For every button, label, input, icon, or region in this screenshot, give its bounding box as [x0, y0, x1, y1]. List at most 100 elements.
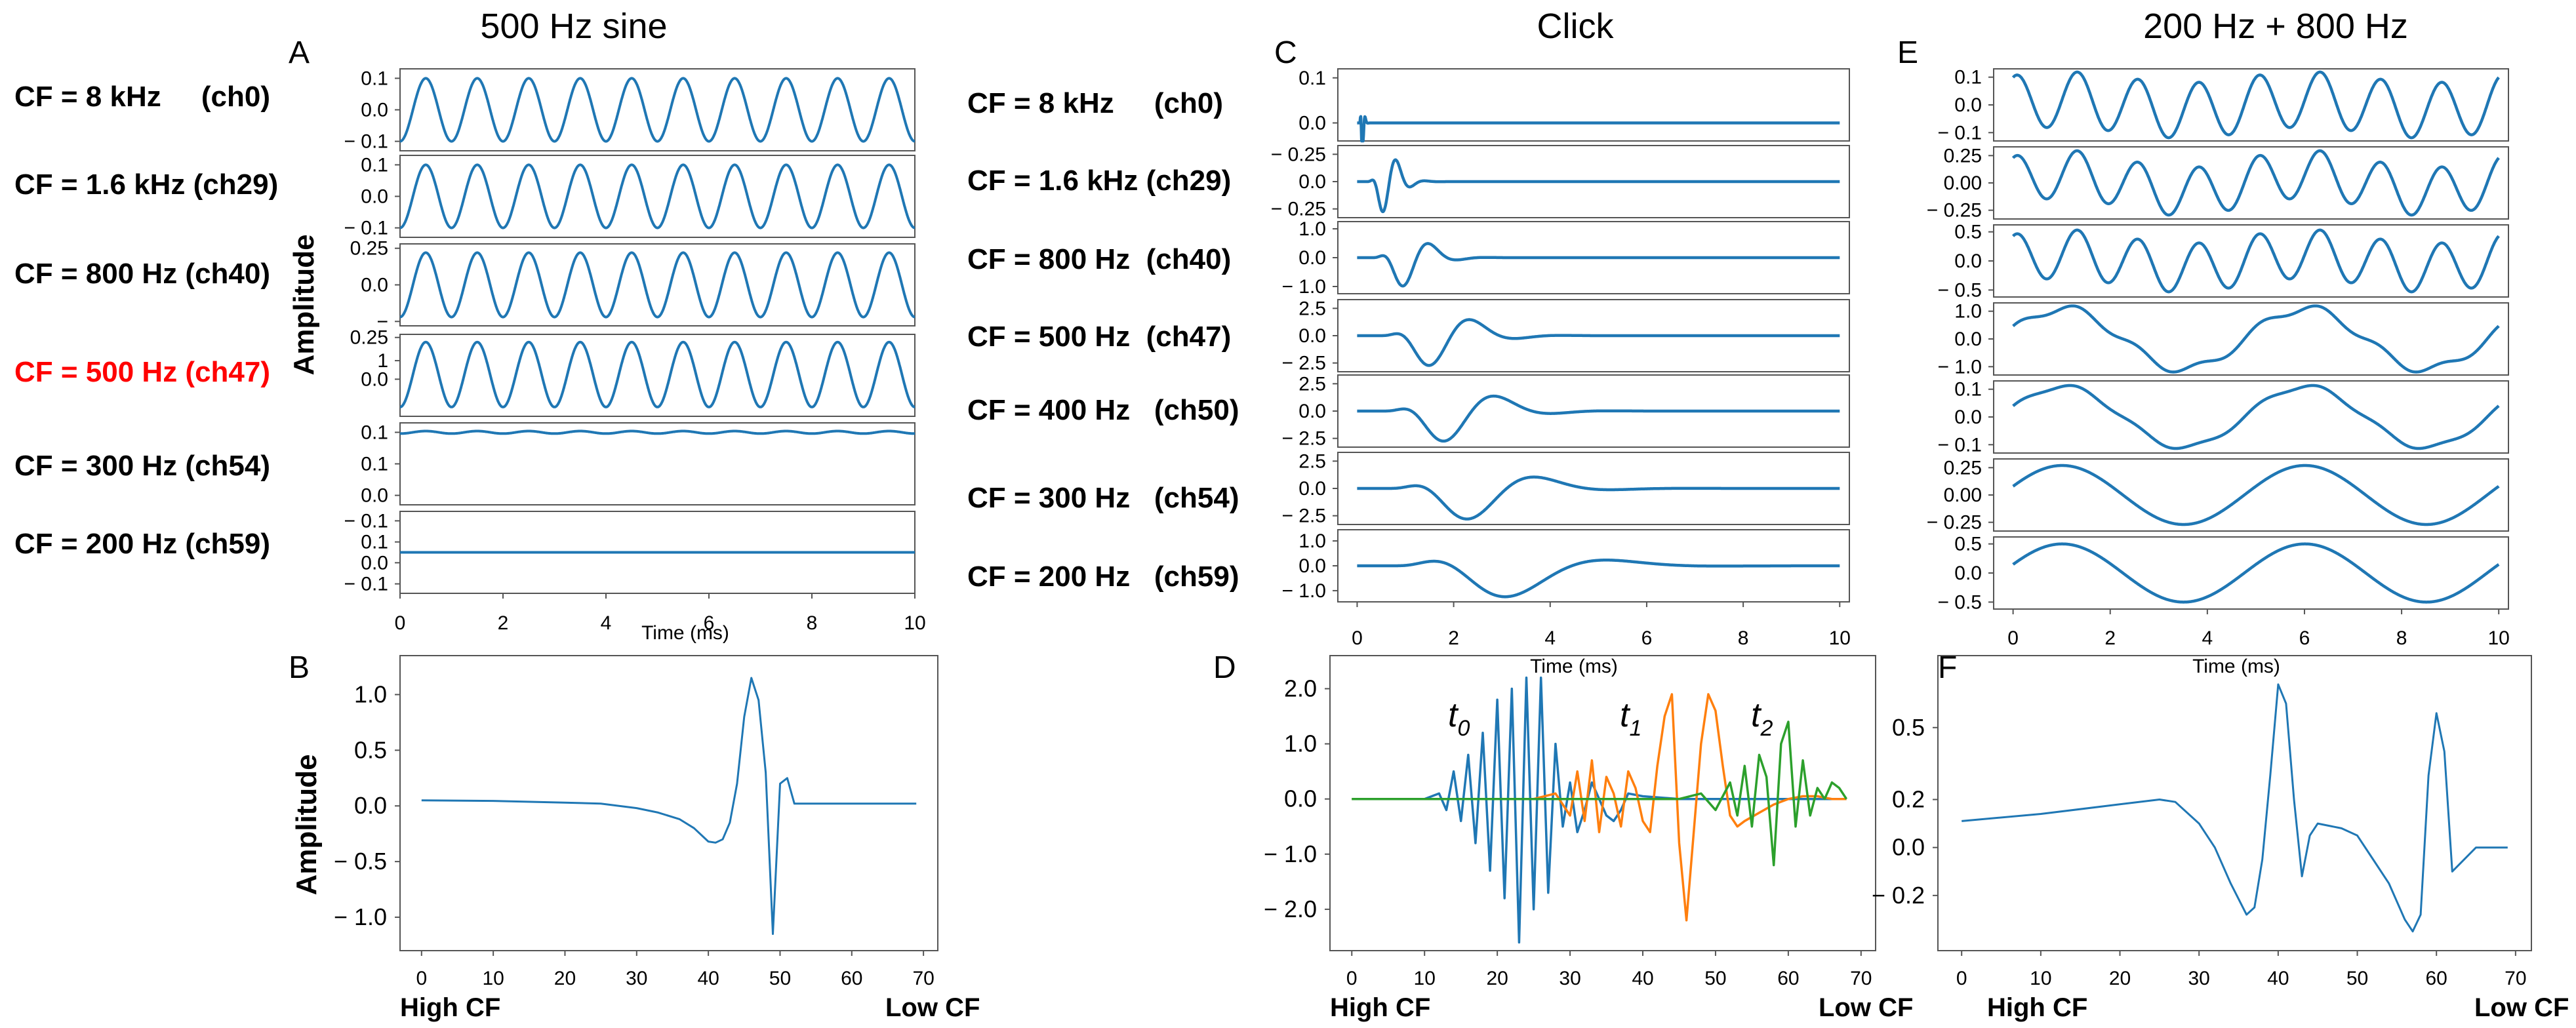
trace-a-1	[399, 163, 916, 229]
ytick-label: − 0.25	[1927, 512, 1982, 534]
ytick-label: − 0.1	[344, 574, 388, 595]
label-c-ch59: CF = 200 Hz (ch59)	[967, 561, 1239, 593]
high-cf-d: High CF	[1330, 993, 1430, 1022]
ytick-label: − 0.1	[1937, 122, 1982, 144]
series-b-output	[421, 677, 917, 935]
xtick-label: 30	[2188, 968, 2210, 989]
ytick-label: 0.1	[361, 68, 388, 89]
ytick-label: 0.0	[1954, 250, 1982, 272]
xtick-label: 8	[807, 612, 818, 634]
ytick-label: 2.5	[1298, 450, 1326, 472]
ytick-label: 0.5	[1892, 714, 1925, 741]
label-a-ch54: CF = 300 Hz (ch54)	[14, 450, 270, 482]
plot-frame-d	[1329, 655, 1876, 951]
trace-a-3	[399, 340, 916, 408]
ytick-label: 0.00	[1944, 172, 1982, 194]
ytick-label: 0.5	[1954, 534, 1982, 555]
panel-label-a: A	[289, 35, 310, 70]
plot-frame-f	[1937, 655, 2532, 951]
trace-a-0	[399, 77, 916, 143]
xlabel-e: Time (ms)	[2192, 656, 2280, 677]
annotation-t2: t2	[1751, 696, 1773, 741]
plot-frame-e-6	[1993, 536, 2509, 610]
xtick-label: 0	[1956, 968, 1967, 989]
trace-c-0	[1356, 115, 1841, 143]
ytick-label: 0.25	[1944, 457, 1982, 479]
plot-frame-a-2	[399, 243, 916, 326]
xtick-label: 8	[2396, 627, 2407, 649]
xtick-label: 30	[1559, 968, 1580, 989]
ytick-label: 0.0	[1298, 325, 1326, 347]
xtick-label: 0	[416, 968, 427, 989]
high-cf-b: High CF	[400, 993, 500, 1022]
xtick-label: 6	[2299, 627, 2310, 649]
label-c-ch29: CF = 1.6 kHz (ch29)	[967, 165, 1231, 197]
ytick-label: − 1.0	[1281, 580, 1326, 602]
trace-c-2	[1356, 242, 1841, 288]
xtick-label: 0	[1346, 968, 1358, 989]
ytick-label: − 0.5	[1937, 279, 1982, 301]
ytick-label: 0.1	[361, 154, 388, 176]
ytick-label: 0.0	[1954, 94, 1982, 116]
ytick-label: 0.0	[1298, 555, 1326, 577]
trace-c-5	[1356, 475, 1841, 521]
plot-frame-c-0	[1337, 68, 1850, 142]
xtick-label: 0	[1352, 627, 1363, 649]
ytick-label: 2.0	[1284, 675, 1317, 702]
label-a-ch40: CF = 800 Hz (ch40)	[14, 258, 270, 290]
ytick-label: 1	[377, 350, 388, 372]
ytick-label: − 2.5	[1281, 428, 1326, 450]
ytick-label: 0.25	[1944, 145, 1982, 167]
annotation-t0: t0	[1448, 696, 1470, 741]
label-c-ch54: CF = 300 Hz (ch54)	[967, 482, 1239, 514]
ytick-label: 0.1	[1954, 67, 1982, 89]
ytick-label: − 1.0	[1281, 276, 1326, 298]
plot-frame-e-5	[1993, 458, 2509, 532]
xtick-label: 10	[2030, 968, 2051, 989]
ytick-label: 0.0	[1954, 328, 1982, 350]
xtick-label: 4	[601, 612, 612, 634]
ytick-label: 0.0	[1298, 113, 1326, 134]
ytick-label: − 0.1	[344, 510, 388, 532]
ytick-label: 0.00	[1944, 484, 1982, 506]
panel-label-e: E	[1897, 35, 1918, 70]
trace-c-6	[1356, 559, 1841, 599]
ytick-label: − 0.1	[344, 131, 388, 153]
series-d-t2	[1352, 721, 1848, 867]
trace-e-6	[2011, 542, 2500, 604]
plot-frame-a-1	[399, 155, 916, 238]
ytick-label: 0.1	[361, 422, 388, 443]
xtick-label: 20	[554, 968, 576, 989]
ylabel-b: Amplitude	[291, 754, 323, 895]
title-200hz-800hz: 200 Hz + 800 Hz	[2143, 7, 2408, 46]
xtick-label: 40	[2267, 968, 2289, 989]
series-f-output	[1962, 683, 2508, 933]
ytick-label: 0.0	[1298, 401, 1326, 422]
ytick-label: 0.0	[1892, 834, 1925, 861]
ytick-label: 0.1	[361, 454, 388, 475]
high-cf-f: High CF	[1987, 993, 2087, 1022]
panel-label-d: D	[1213, 650, 1236, 685]
trace-a-4	[399, 429, 916, 435]
xtick-label: 6	[704, 612, 715, 634]
plot-frame-a-4	[399, 422, 916, 505]
ytick-label: 0.0	[361, 552, 388, 574]
ytick-label: − 0.25	[1271, 144, 1326, 165]
xtick-label: 60	[841, 968, 862, 989]
ytick-label: − 0.25	[1927, 200, 1982, 222]
ytick-label: 0.0	[1298, 478, 1326, 500]
ytick-label: 1.0	[1284, 730, 1317, 757]
xtick-label: 20	[1486, 968, 1508, 989]
ytick-label: 1.0	[1954, 301, 1982, 323]
xtick-label: 40	[1632, 968, 1653, 989]
xtick-label: 50	[1704, 968, 1726, 989]
plot-frame-a-3	[399, 334, 916, 417]
trace-c-1	[1356, 158, 1841, 214]
ytick-label: − 2.5	[1281, 353, 1326, 374]
ytick-label: 0.0	[1298, 171, 1326, 193]
xtick-label: 6	[1641, 627, 1653, 649]
ytick-label: 0.25	[350, 238, 388, 260]
plot-frame-b	[399, 655, 938, 951]
xtick-label: 4	[1544, 627, 1556, 649]
ytick-label: 0.5	[1954, 222, 1982, 243]
